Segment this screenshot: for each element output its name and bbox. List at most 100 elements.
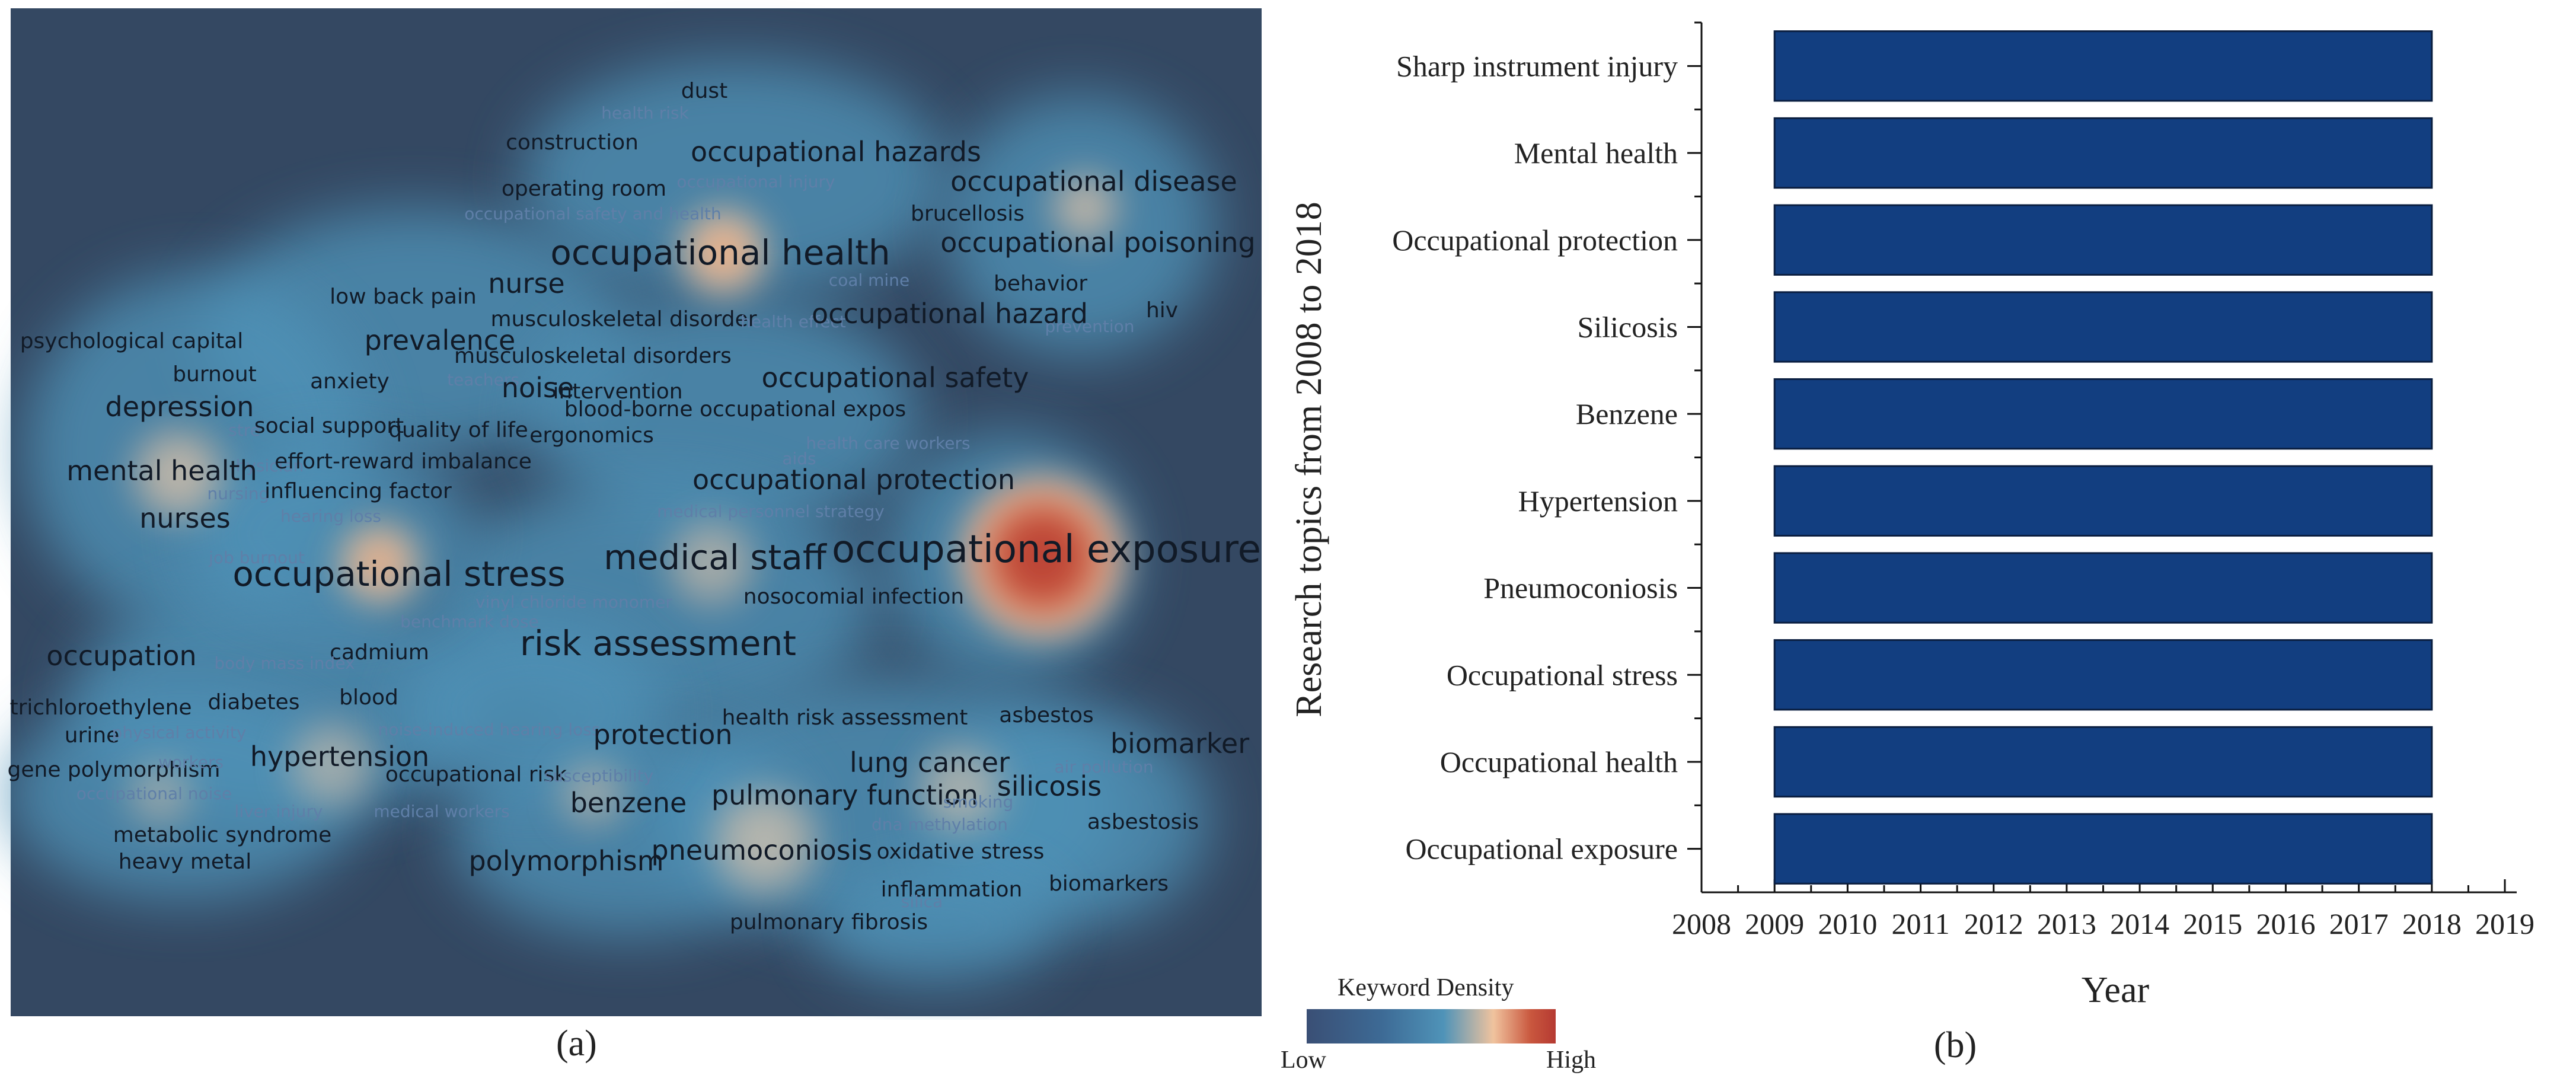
keyword-label: medical personnel strategy (657, 502, 885, 521)
keyword-label: polymorphism (468, 845, 663, 877)
keyword-label: occupational poisoning (940, 226, 1256, 259)
keyword-label: occupational exposure (832, 528, 1261, 572)
keyword-label: vinyl chloride monomer (475, 592, 672, 612)
keyword-label: job burnout (208, 548, 305, 567)
x-tick-label: 2008 (1672, 907, 1731, 940)
density-cluster (522, 59, 949, 296)
keyword-label: benchmark dose (400, 612, 539, 631)
keyword-label: quality of life (388, 418, 528, 442)
density-hotspot (907, 735, 1014, 842)
keyword-label: occupational injury (676, 172, 835, 192)
keyword-label: asbestos (999, 703, 1093, 727)
keyword-label: benzene (570, 787, 687, 819)
keyword-label: dust (681, 79, 728, 103)
keyword-label: occupational risk (385, 762, 567, 787)
keyword-label: liver injury (235, 802, 323, 821)
density-hotspot (1043, 166, 1126, 249)
keyword-label: physical activity (112, 723, 247, 742)
keyword-label: diabetes (208, 690, 300, 714)
keyword-label: gene polymorphism (8, 758, 221, 782)
density-hotspot (119, 753, 202, 836)
keyword-label: nurses (139, 502, 230, 534)
bar-hypertension (1773, 465, 2433, 537)
keyword-label: air pollution (1054, 757, 1153, 777)
keyword-label: aids (782, 449, 816, 468)
keyword-label: health risk (601, 103, 689, 123)
keyword-label: social support (254, 414, 404, 438)
density-hotspot (551, 753, 634, 836)
bar-benzene (1773, 378, 2433, 450)
bar-occupational-stress (1773, 639, 2433, 711)
keyword-label: health risk assessment (722, 706, 968, 730)
bar-sharp-instrument-injury (1773, 30, 2433, 102)
keyword-label: lung cancer (850, 746, 1010, 778)
category-label: Benzene (1576, 397, 1678, 430)
keyword-label: noise (502, 372, 574, 404)
density-hotspot (658, 510, 765, 617)
keyword-label: psychological capital (20, 329, 244, 353)
keyword-label: ergonomics (529, 423, 654, 448)
keyword-label: inflammation (881, 877, 1023, 902)
keyword-label: body mass index (214, 653, 355, 673)
x-tick-label: 2017 (2329, 907, 2389, 940)
density-hotspot (122, 418, 234, 531)
keyword-label: health effect (740, 312, 846, 331)
keyword-label: occupational noise (76, 784, 232, 803)
x-tick-label: 2009 (1745, 907, 1804, 940)
keyword-label: occupational hazards (691, 136, 981, 168)
keyword-label: hysician (236, 456, 304, 476)
density-legend-title: Keyword Density (1338, 974, 1514, 1001)
density-hotspot (700, 777, 830, 907)
bar-mental-health (1773, 117, 2433, 189)
keyword-label: prevalence (365, 324, 516, 356)
panel-a-label: (a) (556, 1023, 597, 1064)
keyword-label: operating room (502, 177, 666, 201)
keyword-label: heavy metal (119, 850, 251, 874)
keyword-label: susceptibility (544, 766, 654, 786)
keyword-label: construction (506, 130, 639, 155)
x-tick-label: 2012 (1964, 907, 2023, 940)
bar-occupational-health (1773, 726, 2433, 798)
keyword-label: medical workers (374, 802, 509, 821)
category-label: Pneumoconiosis (1483, 572, 1678, 605)
keyword-label: low back pain (330, 285, 477, 309)
chart-category-labels: Sharp instrument injury Mental health Occu… (1392, 49, 1678, 865)
keyword-label: anxiety (310, 369, 390, 394)
keyword-label: trichloroethylene (9, 695, 191, 720)
keyword-label: occupational protection (692, 464, 1015, 496)
density-legend: Keyword Density Low High (1281, 972, 1596, 1079)
density-cluster (528, 296, 919, 534)
x-tick-label: 2018 (2402, 907, 2462, 940)
keyword-label: brucellosis (911, 202, 1024, 226)
keyword-label: occupation (46, 640, 196, 672)
density-legend-low: Low (1281, 1046, 1326, 1074)
x-tick-label: 2015 (2183, 907, 2242, 940)
keyword-label: workers (158, 752, 224, 772)
category-label: Mental health (1514, 136, 1678, 170)
x-tick-label: 2019 (2475, 907, 2534, 940)
bar-occupational-protection (1773, 204, 2433, 276)
keyword-label: occupational disease (950, 165, 1237, 197)
keyword-label: musculoskeletal disorder (490, 307, 756, 331)
keyword-label: medical staff (604, 537, 828, 577)
keyword-label: nursing (208, 484, 270, 503)
keyword-label: occupational safety and health (464, 204, 722, 224)
chart-axes (1687, 21, 2517, 893)
keyword-label: burnout (173, 362, 257, 387)
keyword-label: occupational hazard (812, 298, 1088, 330)
bar-pneumoconiosis (1773, 552, 2433, 624)
x-tick-label: 2016 (2256, 907, 2315, 940)
density-hotspot (953, 468, 1131, 646)
keyword-label: biomarker (1110, 727, 1249, 760)
category-label: Occupational health (1440, 745, 1678, 778)
keyword-label: health care workers (806, 433, 970, 453)
keyword-label: intervention (553, 379, 682, 404)
keyword-label: hypertension (250, 741, 429, 773)
density-gradient-bar (1307, 1009, 1556, 1043)
keyword-label: cadmium (330, 640, 429, 665)
keyword-label: mental health (66, 455, 257, 487)
x-tick-label: 2013 (2037, 907, 2096, 940)
keyword-label: oxidative stress (877, 840, 1045, 864)
